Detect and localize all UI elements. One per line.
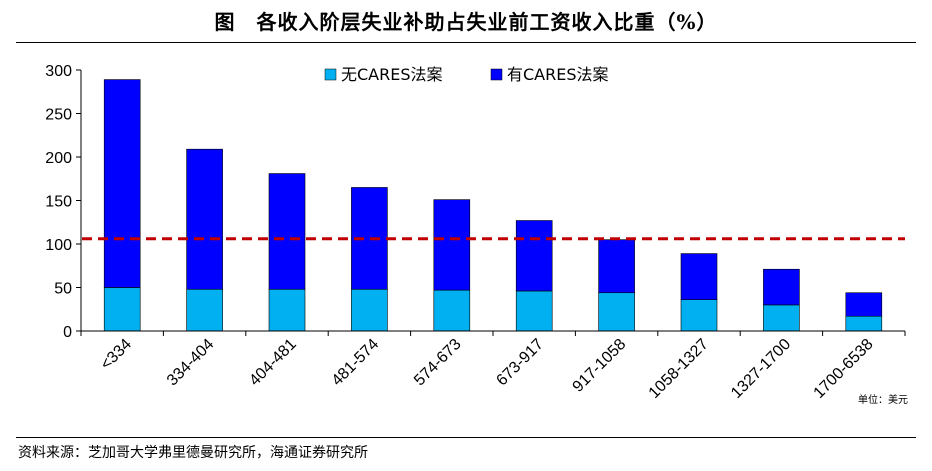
bar-without-cares xyxy=(680,299,718,332)
y-tick-label: 250 xyxy=(45,107,72,124)
source-note: 资料来源：芝加哥大学弗里德曼研究所，海通证券研究所 xyxy=(18,445,368,461)
bar-without-cares xyxy=(598,292,635,332)
x-tick-label: 334-404 xyxy=(164,336,218,390)
x-tick-label: <334 xyxy=(98,336,136,374)
bar-without-cares xyxy=(186,288,223,332)
x-tick-label: 481-574 xyxy=(329,336,383,390)
title-bar: 图 各收入阶层失业补助占失业前工资收入比重（%） xyxy=(0,0,932,40)
x-tick-label: 404-481 xyxy=(246,336,300,390)
top-rule xyxy=(16,42,916,43)
x-tick-label: 1327-1700 xyxy=(728,336,794,402)
bar-with-cares xyxy=(103,79,141,288)
legend-label: 有CARES法案 xyxy=(507,65,609,84)
y-tick-label: 150 xyxy=(45,194,72,211)
bar-without-cares xyxy=(845,315,883,332)
bar-with-cares xyxy=(598,239,635,294)
unit-note: 单位：美元 xyxy=(858,393,908,406)
x-axis: <334 334-404 404-481 481-574 574-673 673-917 9… xyxy=(80,330,906,402)
bottom-rule xyxy=(16,437,916,438)
bar-without-cares xyxy=(351,288,388,332)
bar-without-cares xyxy=(103,287,141,332)
x-tick-label: 574-673 xyxy=(411,336,465,390)
legend-swatch xyxy=(324,68,337,81)
stacked-bar-chart: 0 50 100 150 200 250 300 <334 334-404 404-481 481… xyxy=(45,63,908,406)
legend: 无CARES法案 有CARES法案 xyxy=(324,65,609,84)
bar-without-cares xyxy=(268,288,306,332)
bars xyxy=(103,79,883,332)
bar-without-cares xyxy=(515,290,553,332)
y-tick-label: 50 xyxy=(54,281,72,298)
y-axis: 0 50 100 150 200 250 300 xyxy=(45,63,82,341)
x-tick-label: 673-917 xyxy=(493,336,547,390)
bar-with-cares xyxy=(268,173,306,290)
bar-with-cares xyxy=(763,268,800,306)
bar-without-cares xyxy=(763,304,800,332)
y-tick-label: 300 xyxy=(45,63,72,80)
bar-with-cares xyxy=(515,220,553,292)
legend-label: 无CARES法案 xyxy=(341,65,443,84)
y-tick-label: 200 xyxy=(45,150,72,167)
legend-swatch xyxy=(490,68,503,81)
bar-with-cares xyxy=(433,199,471,291)
figure-title: 图 各收入阶层失业补助占失业前工资收入比重（%） xyxy=(214,10,718,34)
bar-without-cares xyxy=(433,289,471,332)
x-tick-label: 1700-6538 xyxy=(811,336,877,402)
bar-with-cares xyxy=(680,253,718,300)
y-tick-label: 0 xyxy=(63,324,72,341)
x-tick-label: 917-1058 xyxy=(570,336,630,396)
bar-with-cares xyxy=(186,148,223,290)
bar-with-cares xyxy=(845,292,883,317)
x-tick-label: 1058-1327 xyxy=(646,336,712,402)
y-tick-label: 100 xyxy=(45,237,72,254)
